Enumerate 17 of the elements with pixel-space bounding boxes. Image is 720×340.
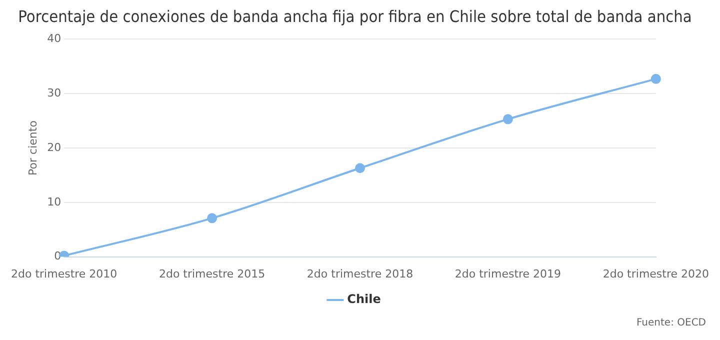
- y-tick-label: 10: [47, 195, 62, 208]
- legend-label: Chile: [347, 292, 381, 306]
- source-note: Fuente: OECD: [636, 318, 706, 329]
- point: [355, 163, 365, 174]
- point: [502, 114, 513, 124]
- x-tick-label: 2do trimestre 2015: [158, 267, 266, 280]
- y-axis-title: Por ciento: [26, 120, 40, 176]
- x-tick-label: 2do trimestre 2018: [306, 267, 414, 280]
- point: [207, 213, 218, 224]
- x-tick-label: 2do trimestre 2010: [10, 267, 118, 280]
- y-tick-label: 20: [47, 140, 62, 154]
- chart-title: Porcentaje de conexiones de banda ancha fija por fibra en Chile sobre total de banda ancha: [18, 7, 692, 26]
- y-tick-label: 30: [47, 86, 62, 100]
- x-tick-label: 2do trimestre 2020: [602, 267, 710, 280]
- y-tick-label: 40: [47, 32, 62, 46]
- x-tick-label: 2do trimestre 2019: [454, 267, 562, 280]
- point: [650, 74, 661, 84]
